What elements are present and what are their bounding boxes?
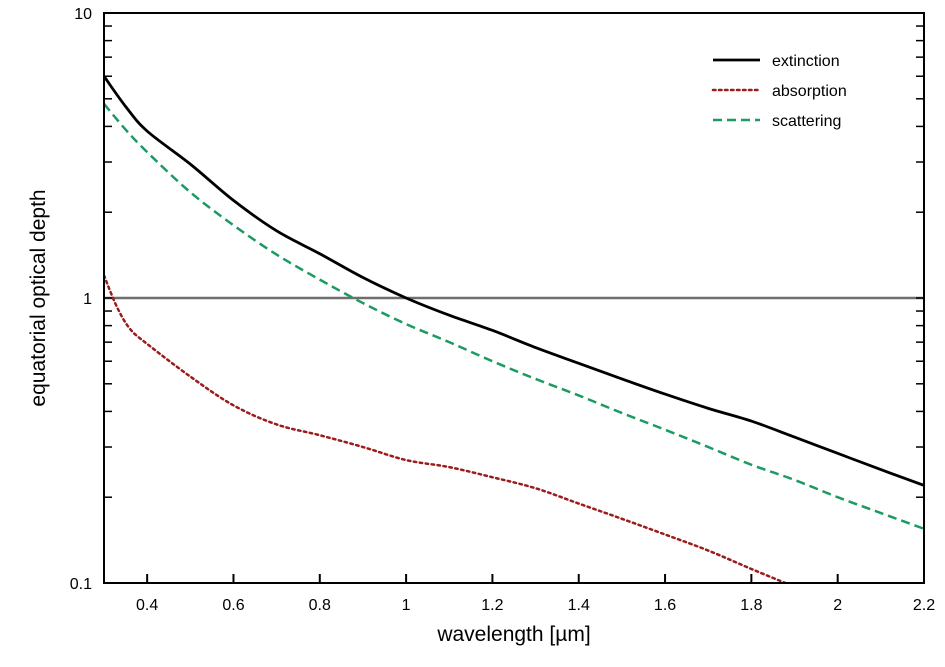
- y-tick-label: 1: [83, 291, 92, 308]
- x-tick-label: 2.2: [913, 597, 935, 614]
- y-tick-label: 10: [74, 6, 92, 23]
- x-tick-label: 1.4: [568, 597, 590, 614]
- x-tick-label: 2: [833, 597, 842, 614]
- legend: extinction absorption scattering: [711, 53, 847, 130]
- y-tick-label: 0.1: [70, 576, 92, 593]
- legend-label-extinction: extinction: [772, 53, 840, 70]
- x-tick-label: 0.6: [222, 597, 244, 614]
- legend-label-scattering: scattering: [772, 113, 841, 130]
- y-axis-title: equatorial optical depth: [27, 189, 50, 406]
- x-tick-label: 1.6: [654, 597, 676, 614]
- series-line-absorption: [104, 274, 789, 583]
- x-tick-label: 1: [402, 597, 411, 614]
- series-line-scattering: [104, 103, 924, 530]
- plot-content: [104, 75, 924, 583]
- x-tick-label: 0.4: [136, 597, 158, 614]
- x-tick-label: 1.2: [481, 597, 503, 614]
- x-axis-title: wavelength [µm]: [436, 623, 590, 646]
- axes-layer: 0.4 0.6 0.8 1 1.2 1.4 1.6 1.8 2 2.2 0.1 1 10: [70, 6, 935, 614]
- legend-label-absorption: absorption: [772, 83, 847, 100]
- series-line-extinction: [104, 75, 924, 487]
- x-tick-label: 1.8: [740, 597, 762, 614]
- x-tick-label: 0.8: [309, 597, 331, 614]
